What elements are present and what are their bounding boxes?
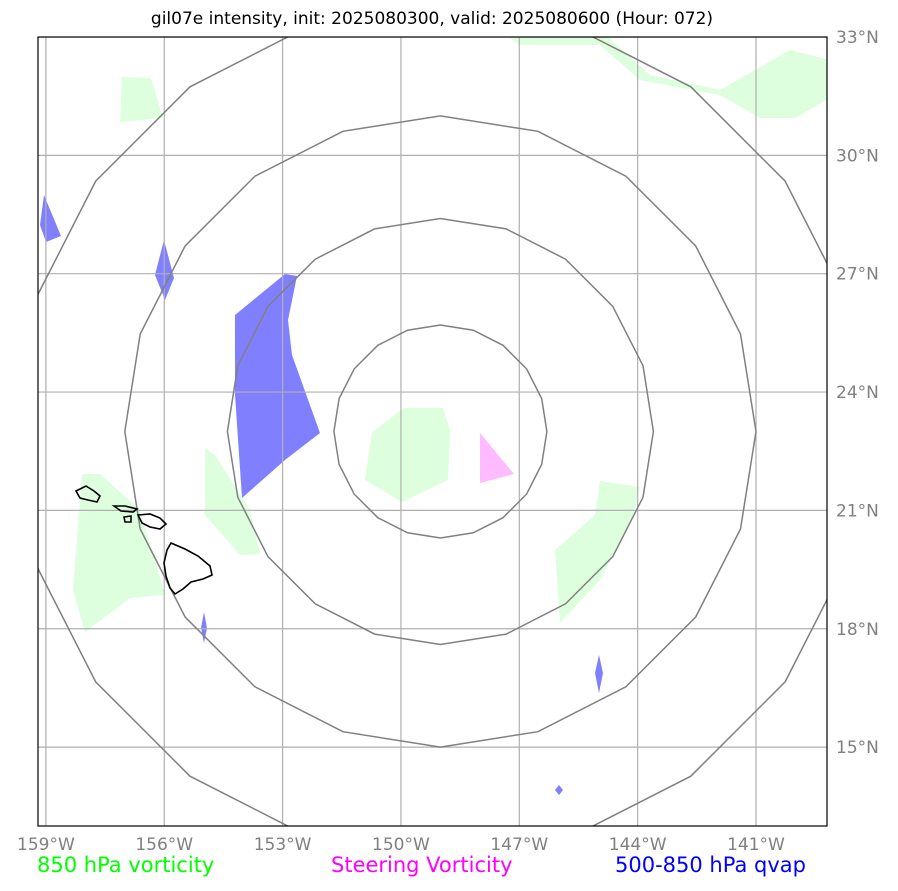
legend-steering-vorticity: Steering Vorticity [331,853,513,877]
vorticity-850-region [120,77,163,122]
molokai-coastline [136,513,168,530]
vorticity-850-region [508,37,827,118]
oahu-coastline [111,505,139,513]
hawaii-coastline [163,541,213,596]
qvap-layer [40,195,603,795]
steering-vorticity-region [480,433,514,483]
qvap-region [555,785,563,795]
kauai-coastline [74,485,101,503]
qvap-region [235,274,320,498]
latitude-tick-label: 33°N [836,28,879,48]
longitude-tick-label: 159°W [17,835,75,855]
longitude-tick-label: 156°W [135,835,193,855]
longitude-tick-label: 141°W [727,835,785,855]
range-ring [226,217,655,646]
latitude-tick-label: 27°N [836,265,879,285]
lanai-coastline [123,515,132,523]
legend-850-vorticity: 850 hPa vorticity [37,853,215,877]
plot-frame [37,36,828,827]
coastlines [74,485,213,596]
range-ring [124,115,757,748]
longitude-tick-label: 147°W [490,835,548,855]
longitude-tick-label: 153°W [254,835,312,855]
latitude-tick-label: 30°N [836,146,879,166]
vorticity-850-layer [73,37,827,632]
chart-title: gil07e intensity, init: 2025080300, vali… [150,9,714,29]
vorticity-850-region [73,474,165,632]
longitude-tick-label: 150°W [372,835,430,855]
latitude-tick-label: 21°N [836,501,879,521]
range-ring [333,324,548,539]
longitude-tick-labels: 159°W 156°W 153°W 150°W 147°W 144°W 141°W [17,835,785,855]
vorticity-850-region [205,448,260,555]
legend-qvap: 500-850 hPa qvap [615,853,806,877]
qvap-region [595,655,603,693]
range-rings [38,37,827,826]
latitude-tick-label: 18°N [836,620,879,640]
vorticity-850-region [555,481,640,623]
longitude-tick-label: 144°W [609,835,667,855]
vorticity-850-region [365,408,450,502]
latitude-tick-labels: 15°N 18°N 21°N 24°N 27°N 30°N 33°N [836,28,879,758]
qvap-region [40,195,61,242]
latitude-tick-label: 24°N [836,383,879,403]
range-ring [38,37,827,826]
latitude-tick-label: 15°N [836,738,879,758]
